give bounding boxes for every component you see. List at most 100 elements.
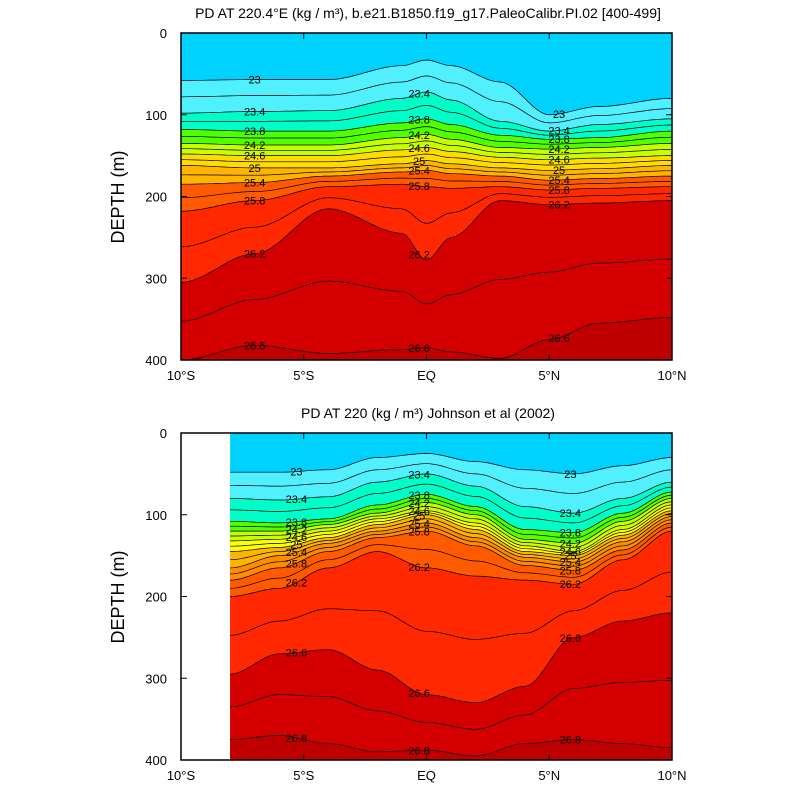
contour-label: 26.6 [244,340,265,352]
contour-label: 26.6 [548,333,569,345]
contour-label: 23 [553,109,565,121]
x-tick-label: 10°N [657,768,686,783]
contour-label: 25 [564,551,576,563]
isopycnal-25.4 [230,516,672,569]
contour-label: 23.8 [408,115,429,127]
isopycnal-mid-23.8 [230,494,672,539]
contour-band-26.2 [181,200,672,360]
contour-label: 26.2 [286,578,307,590]
contour-label: 24.2 [244,140,265,152]
contour-band-26.8 [230,735,672,760]
contour-label: 26.2 [244,249,265,261]
contour-label: 25 [290,540,302,552]
top-contour-labels: 2323.423.824.224.62525.425.826.226.623.4… [244,75,570,355]
y-tick-label: 0 [160,26,167,41]
y-tick-label: 100 [145,108,167,123]
contour-label: 25 [413,156,425,168]
isopycnal-23 [230,453,672,475]
y-tick-label: 300 [145,271,167,286]
contour-label: 25 [413,510,425,522]
isopycnal-mid-26.6 [230,679,672,730]
contour-label: 23 [249,75,261,87]
contour-label: 23.4 [408,88,429,100]
contour-label: 24.2 [408,130,429,142]
x-tick-label: EQ [417,768,436,783]
contour-label: 24.6 [408,506,429,518]
contour-label: 26.2 [408,562,429,574]
contour-label: 25.4 [560,557,581,569]
isopycnal-26.2 [181,200,672,283]
x-tick-label: 10°S [167,768,196,783]
isopycnal-mid-23.8 [181,126,672,145]
contour-label: 25.8 [560,565,581,577]
isopycnal-25.4 [181,169,672,185]
isopycnal-23.8 [181,118,672,140]
contour-label: 25 [553,165,565,177]
isopycnal-23.4 [230,473,672,514]
isopycnal-23.8 [230,491,672,534]
isopycnal-mid-26.2 [181,258,672,322]
contour-label: 26.2 [548,200,569,212]
contour-label: 23 [290,467,302,479]
y-tick-label: 200 [145,190,167,205]
contour-label: 23.4 [560,508,581,520]
top-panel-title: PD AT 220.4°E (kg / m³), b.e21.B1850.f19… [195,5,661,21]
isopycnal-mid-23 [181,75,672,124]
contour-label: 26.8 [408,745,429,757]
contour-label: 24.6 [286,532,307,544]
isopycnal-24.6 [230,504,672,552]
contour-label: 23.4 [548,125,569,137]
contour-label: 23 [564,469,576,481]
isopycnal-26.2 [230,530,672,597]
y-tick-label: 200 [145,590,167,605]
contour-label: 24.2 [286,524,307,536]
y-tick-label: 400 [145,753,167,768]
contour-label: 25.4 [286,547,307,559]
bottom-axes: 10°S 5°S EQ 5°N 10°N 0 100 200 300 400 [145,426,686,783]
isopycnal-24.2 [230,498,672,544]
x-tick-label: 10°N [657,368,686,383]
isopycnal-26.6 [181,317,672,360]
isopycnal-26.6 [230,612,672,704]
contour-label: 26.2 [560,579,581,591]
isopycnal-25 [181,160,672,171]
contour-label: 23.8 [548,134,569,146]
contour-label: 26.8 [560,735,581,747]
contour-label: 25.8 [408,181,429,193]
isopycnal-mid-24.2 [181,140,672,155]
x-tick-label: 5°N [538,768,560,783]
contour-label: 24.6 [548,155,569,167]
contour-label: 24.2 [560,538,581,550]
contour-label: 23.8 [560,528,581,540]
contour-label: 25.8 [286,558,307,570]
x-tick-label: 5°S [293,368,314,383]
isopycnal-mid-23 [230,463,672,494]
isopycnal-mid-24.2 [230,501,672,548]
x-tick-label: 5°N [538,368,560,383]
contour-label: 24.6 [244,151,265,163]
contour-label: 24.6 [560,546,581,558]
contour-label: 26.6 [408,343,429,355]
isopycnal-mid-25.8 [230,526,672,589]
isopycnal-24.2 [181,134,672,150]
bottom-contour-fill [230,433,672,760]
bottom-panel: PD AT 220 (kg / m³) Johnson et al (2002)… [108,405,687,783]
isopycnal-mid-24.6 [230,507,672,554]
bottom-contour-labels: 2323.423.824.224.62525.425.826.226.626.8… [286,467,581,758]
contour-label: 23.4 [286,494,307,506]
isopycnal-23.4 [181,91,672,132]
contour-label: 23.8 [244,126,265,138]
isopycnal-23 [181,59,672,116]
isopycnal-mid-23.4 [181,104,672,136]
contour-label: 25.8 [408,526,429,538]
x-tick-label: EQ [417,368,436,383]
y-tick-label: 300 [145,671,167,686]
contour-label: 25.8 [244,196,265,208]
bottom-contour-lines [230,453,672,757]
contour-label: 26.6 [560,633,581,645]
y-tick-label: 0 [160,426,167,441]
isopycnal-mid-23.4 [230,483,672,524]
isopycnal-mid-25 [181,165,672,176]
contour-label: 24.6 [408,143,429,155]
